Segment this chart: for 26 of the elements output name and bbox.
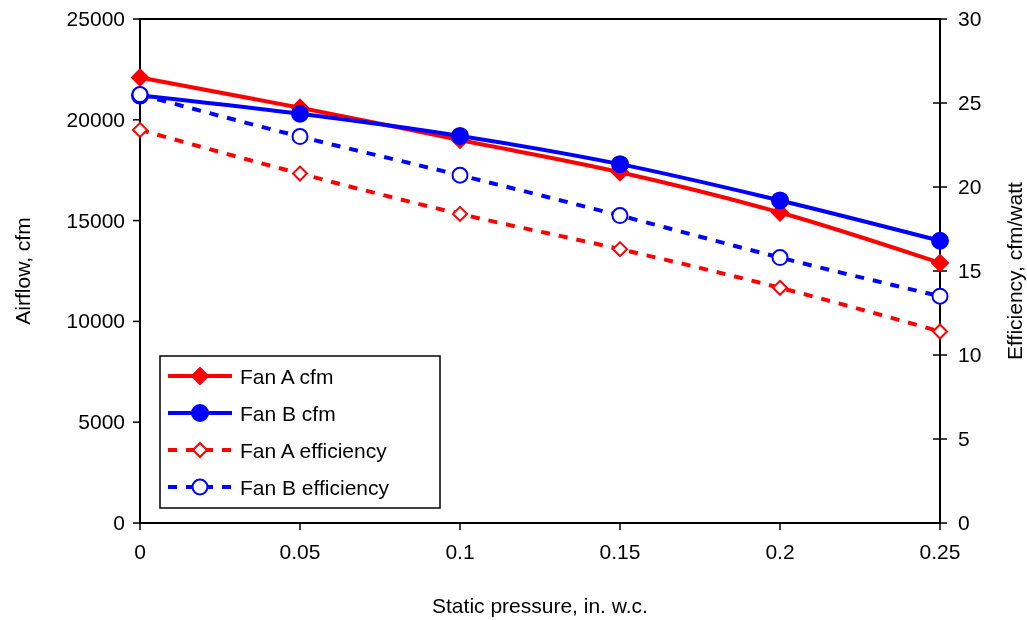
y-tick-label: 25000 bbox=[66, 7, 125, 30]
x-axis-title: Static pressure, in. w.c. bbox=[432, 594, 648, 617]
y-tick-label: 10000 bbox=[66, 309, 125, 333]
y2-tick-label: 20 bbox=[958, 175, 982, 198]
x-tick-label: 0.15 bbox=[599, 540, 641, 563]
x-tick-label: 0 bbox=[134, 540, 146, 563]
y2-tick-label: 15 bbox=[958, 259, 982, 282]
y-tick-label: 15000 bbox=[66, 208, 125, 232]
legend-label: Fan A cfm bbox=[240, 365, 334, 388]
x-tick-label: 0.1 bbox=[445, 540, 475, 563]
y2-axis-title: Efficiency, cfm/watt bbox=[1003, 181, 1026, 360]
x-tick-label: 0.05 bbox=[279, 540, 321, 563]
legend-label: Fan A efficiency bbox=[240, 439, 388, 462]
y-tick-label: 20000 bbox=[66, 107, 125, 131]
y-tick-label: 0 bbox=[113, 511, 125, 534]
y-axis-title: Airflow, cfm bbox=[11, 217, 34, 325]
x-tick-label: 0.2 bbox=[765, 540, 795, 563]
y2-tick-label: 5 bbox=[958, 427, 970, 450]
y2-tick-label: 30 bbox=[958, 7, 982, 30]
y2-tick-label: 0 bbox=[958, 511, 970, 534]
y-tick-label: 5000 bbox=[78, 410, 125, 434]
legend-label: Fan B efficiency bbox=[240, 476, 390, 499]
x-tick-label: 0.25 bbox=[919, 540, 961, 563]
y2-tick-label: 10 bbox=[958, 343, 982, 366]
y2-tick-label: 25 bbox=[958, 91, 982, 114]
legend-label: Fan B cfm bbox=[240, 402, 336, 425]
